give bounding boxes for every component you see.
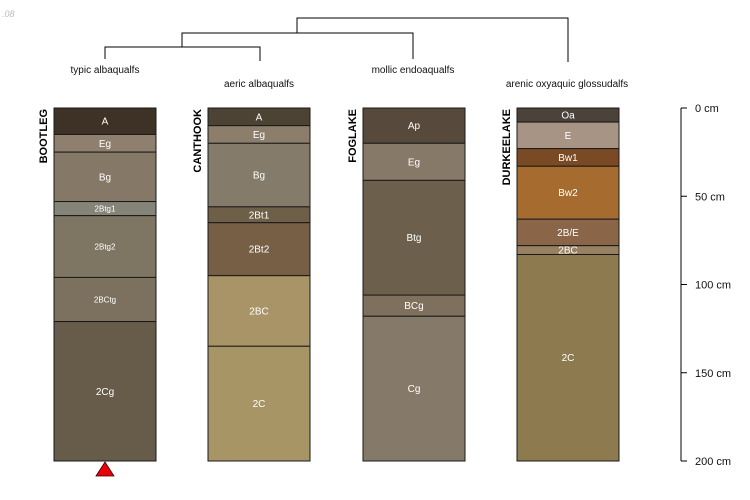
horizon-label-canthook-a: A — [256, 112, 263, 123]
horizon-foglake-btg — [362, 179, 466, 296]
horizon-label-bootleg-2btg2: 2Btg2 — [95, 243, 116, 252]
horizon-bootleg-2bctg — [53, 276, 157, 323]
horizon-label-bootleg-a: A — [102, 117, 109, 128]
profile-name-foglake: FOGLAKE — [347, 109, 359, 163]
classification-labels: typic albaqualfs aeric albaqualfs mollic e… — [71, 65, 629, 90]
profile-foglake: Ap Eg Btg BCg Cg FOGLAKE — [347, 107, 466, 462]
horizon-label-canthook-2bt1: 2Bt1 — [249, 210, 270, 221]
dendrogram-branch-root — [296, 17, 569, 62]
horizon-label-durkeelake-bw1: Bw1 — [558, 153, 578, 164]
horizon-canthook-2c — [207, 345, 311, 462]
soil-profiles: A Eg Bg 2Btg1 2Btg2 2BCtg 2Cg BOOTLEG A Eg Bg 2Bt1 2… — [38, 107, 620, 477]
horizon-foglake-cg — [362, 315, 466, 462]
horizon-label-foglake-bcg: BCg — [404, 301, 423, 312]
horizon-label-bootleg-bg: Bg — [99, 172, 111, 183]
dendrogram-branch-bootleg-canthook — [104, 46, 261, 61]
classification-label-canthook: aeric albaqualfs — [224, 79, 294, 90]
profile-bootleg: A Eg Bg 2Btg1 2Btg2 2BCtg 2Cg BOOTLEG — [38, 107, 157, 477]
profile-name-canthook: CANTHOOK — [192, 109, 204, 173]
red-triangle-marker-icon — [95, 461, 115, 477]
horizon-durkeelake-bw2 — [516, 165, 620, 220]
horizon-durkeelake-e — [516, 121, 620, 150]
depth-tick-label: 100 cm — [695, 280, 731, 292]
horizon-bootleg-bg — [53, 151, 157, 203]
horizon-label-bootleg-eg: Eg — [99, 139, 111, 150]
classification-label-bootleg: typic albaqualfs — [71, 65, 140, 76]
profile-durkeelake: Oa E Bw1 Bw2 2B/E 2BC 2C DURKEELAKE — [501, 107, 620, 462]
profile-name-durkeelake: DURKEELAKE — [501, 109, 513, 185]
dendrogram — [104, 17, 569, 62]
horizon-label-foglake-ap: Ap — [408, 121, 421, 132]
dendrogram-branch-inner — [181, 32, 414, 59]
horizon-label-durkeelake-2c: 2C — [562, 353, 575, 364]
horizon-label-bootleg-2btg1: 2Btg1 — [95, 205, 116, 214]
horizon-label-foglake-cg: Cg — [408, 384, 421, 395]
horizon-label-durkeelake-e: E — [565, 131, 572, 142]
horizon-label-bootleg-2bctg: 2BCtg — [94, 296, 116, 305]
horizon-foglake-ap — [362, 107, 466, 144]
horizon-label-bootleg-2cg: 2Cg — [96, 387, 114, 398]
horizon-label-canthook-bg: Bg — [253, 171, 265, 182]
horizon-label-canthook-2bc: 2BC — [249, 306, 268, 317]
profile-canthook: A Eg Bg 2Bt1 2Bt2 2BC 2C CANTHOOK — [192, 107, 311, 462]
horizon-label-canthook-eg: Eg — [253, 130, 265, 141]
horizon-label-durkeelake-2bc: 2BC — [558, 246, 577, 257]
classification-label-durkeelake: arenic oxyaquic glossudalfs — [506, 79, 628, 90]
horizon-label-canthook-2bt2: 2Bt2 — [249, 245, 270, 256]
horizon-label-durkeelake-oa: Oa — [561, 111, 575, 122]
horizon-durkeelake-2b-e — [516, 218, 620, 247]
profile-name-bootleg: BOOTLEG — [38, 109, 50, 163]
horizon-label-canthook-2c: 2C — [253, 399, 266, 410]
depth-tick-label: 0 cm — [695, 103, 719, 115]
horizon-label-foglake-btg: Btg — [406, 233, 421, 244]
horizon-durkeelake-2c — [516, 253, 620, 462]
classification-label-foglake: mollic endoaqualfs — [372, 65, 455, 76]
depth-tick-label: 50 cm — [695, 191, 725, 203]
horizon-label-durkeelake-2b-e: 2B/E — [557, 228, 579, 239]
horizon-canthook-2bc — [207, 275, 311, 347]
horizon-label-foglake-eg: Eg — [408, 157, 420, 168]
horizon-bootleg-2cg — [53, 321, 157, 462]
horizon-bootleg-a — [53, 107, 157, 135]
depth-tick-label: 200 cm — [695, 456, 731, 468]
horizon-foglake-eg — [362, 142, 466, 181]
horizon-canthook-2bt2 — [207, 222, 311, 277]
depth-tick-label: 150 cm — [695, 368, 731, 380]
corner-text: .08 — [2, 9, 15, 19]
horizon-label-durkeelake-bw2: Bw2 — [558, 188, 578, 199]
horizon-bootleg-2btg2 — [53, 215, 157, 278]
depth-axis: 0 cm 50 cm 100 cm 150 cm 200 cm — [680, 103, 731, 468]
